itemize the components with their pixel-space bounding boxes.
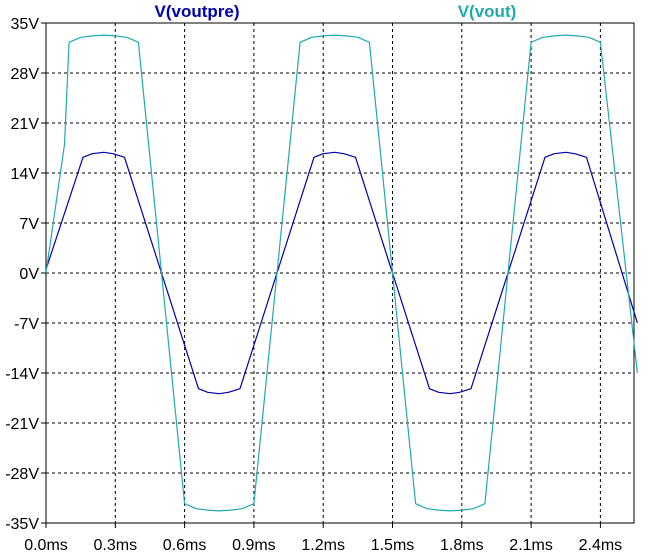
y-tick-label: -35V (5, 516, 39, 533)
y-tick-label: 35V (11, 16, 40, 33)
x-tick-label: 0.9ms (232, 537, 276, 554)
x-tick-label: 0.3ms (94, 537, 138, 554)
x-tick-label: 0.6ms (163, 537, 207, 554)
x-tick-label: 1.8ms (440, 537, 484, 554)
x-tick-label: 2.1ms (509, 537, 553, 554)
y-axis-ticks: 35V 28V 21V 14V 7V 0V -7V -14V -21V -28V -35V (5, 16, 46, 533)
y-tick-label: -7V (14, 316, 39, 333)
y-tick-label: -14V (5, 366, 39, 383)
y-tick-label: 0V (19, 266, 39, 283)
grid-lines (46, 23, 634, 523)
y-tick-label: 21V (11, 116, 40, 133)
y-tick-label: -21V (5, 416, 39, 433)
x-tick-label: 1.5ms (371, 537, 415, 554)
y-tick-label: 7V (19, 216, 39, 233)
x-tick-label: 2.4ms (579, 537, 623, 554)
series-line-voutpre (45, 151, 638, 395)
legend-label-voutpre: V(voutpre) (155, 2, 240, 21)
y-tick-label: 28V (11, 66, 40, 83)
x-tick-label: 1.2ms (301, 537, 345, 554)
x-tick-label: 0.0ms (24, 537, 68, 554)
y-tick-label: 14V (11, 166, 40, 183)
series-line-vout (45, 34, 638, 512)
y-tick-label: -28V (5, 466, 39, 483)
x-axis-ticks: 0.0ms 0.3ms 0.6ms 0.9ms 1.2ms 1.5ms 1.8ms 2.1ms… (24, 523, 622, 554)
series-lines (45, 34, 638, 512)
legend-label-vout: V(vout) (458, 2, 517, 21)
